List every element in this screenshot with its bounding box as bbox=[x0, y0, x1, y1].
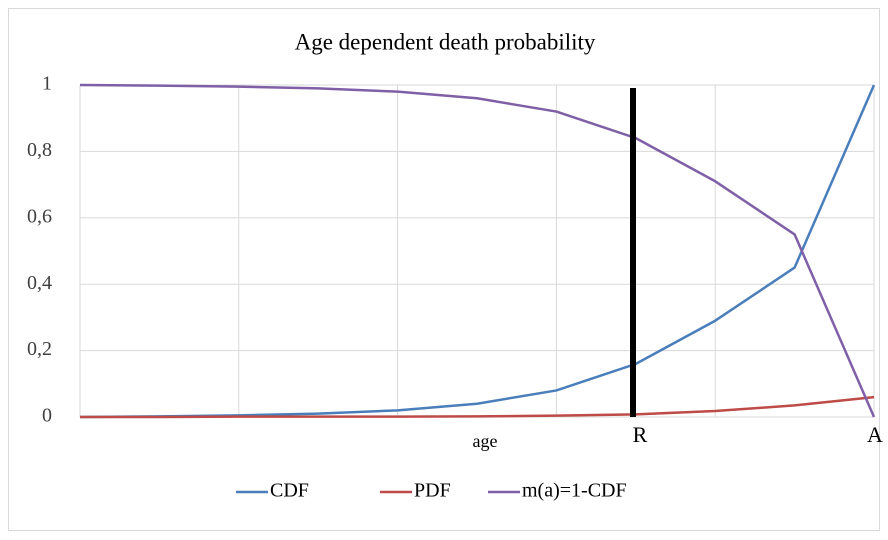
chart-border bbox=[8, 8, 880, 531]
annotation: A bbox=[867, 422, 883, 447]
legend-label: CDF bbox=[270, 480, 309, 502]
y-tick-label: 1 bbox=[42, 73, 52, 95]
legend-label: m(a)=1-CDF bbox=[522, 480, 627, 502]
line-series bbox=[80, 395, 875, 419]
x-axis-label: age bbox=[473, 431, 498, 451]
legend-label: PDF bbox=[414, 480, 451, 502]
y-tick-label: 0,4 bbox=[27, 272, 52, 294]
annotation: R bbox=[633, 422, 648, 447]
chart-title: Age dependent death probability bbox=[295, 29, 596, 54]
y-tick-label: 0,6 bbox=[27, 205, 52, 227]
y-tick-label: 0,2 bbox=[27, 338, 52, 360]
y-tick-label: 0 bbox=[42, 405, 52, 427]
y-tick-label: 0,8 bbox=[27, 139, 52, 161]
line-series bbox=[79, 83, 876, 418]
plot-area bbox=[79, 83, 876, 419]
